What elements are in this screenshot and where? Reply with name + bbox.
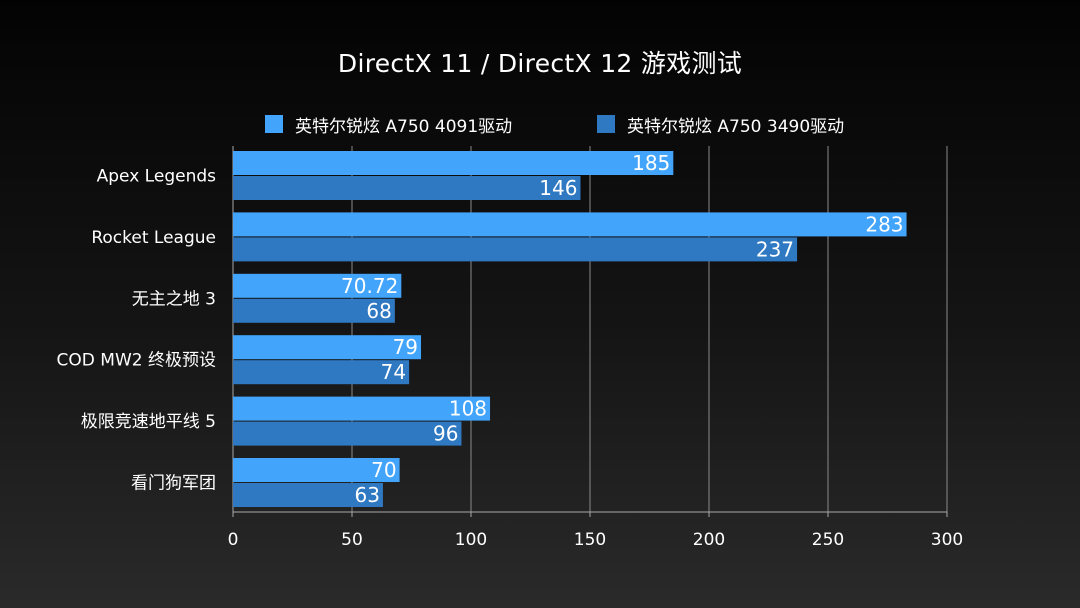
x-tick-label-100: 100 — [455, 530, 487, 550]
data-label-s2-c3: 68 — [366, 299, 391, 323]
data-label-s1-c6: 70 — [371, 458, 396, 482]
bar-s1-c6 — [233, 458, 400, 482]
data-label-s2-c5: 96 — [433, 422, 458, 446]
data-label-s1-c5: 108 — [449, 397, 487, 421]
legend-swatch-4091 — [265, 115, 283, 133]
data-label-s2-c4: 74 — [381, 360, 406, 384]
data-label-s2-c6: 63 — [354, 483, 379, 507]
bar-s2-c3 — [233, 298, 395, 323]
data-label-s1-c3: 70.72 — [341, 274, 398, 298]
data-label-s1-c2: 283 — [865, 212, 903, 236]
bar-s2-c1 — [233, 176, 581, 200]
bar-s2-c4 — [233, 360, 410, 385]
x-tick-label-300: 300 — [931, 530, 963, 550]
bar-s1-c4 — [233, 335, 422, 360]
x-tick-label-200: 200 — [693, 530, 725, 550]
bar-s2-c6 — [233, 483, 383, 507]
x-tick-label-150: 150 — [574, 530, 606, 550]
legend-swatch-3490 — [597, 115, 615, 133]
data-label-s1-c1: 185 — [632, 151, 670, 175]
data-label-s2-c2: 237 — [756, 237, 794, 261]
x-tick-label-250: 250 — [812, 530, 844, 550]
bar-s1-c3 — [233, 273, 402, 298]
category-label-6: 看门狗军团 — [131, 474, 216, 494]
bar-s1-c2 — [233, 212, 907, 237]
legend-label-3490: 英特尔锐炫 A750 3490驱动 — [627, 116, 845, 137]
category-label-4: COD MW2 终极预设 — [57, 351, 216, 371]
legend-label-4091: 英特尔锐炫 A750 4091驱动 — [295, 116, 513, 137]
data-label-s1-c4: 79 — [393, 335, 418, 359]
legend-item-3490: 英特尔锐炫 A750 3490驱动 — [597, 112, 845, 137]
category-label-2: Rocket League — [91, 228, 216, 248]
chart-title: DirectX 11 / DirectX 12 游戏测试 — [337, 49, 743, 78]
category-label-5: 极限竞速地平线 5 — [81, 412, 216, 432]
x-tick-label-0: 0 — [228, 530, 239, 550]
category-label-1: Apex Legends — [97, 167, 216, 187]
x-tick-label-50: 50 — [341, 530, 363, 550]
data-label-s2-c1: 146 — [539, 176, 577, 200]
legend-item-4091: 英特尔锐炫 A750 4091驱动 — [265, 112, 513, 137]
bar-s2-c5 — [233, 421, 462, 446]
bar-s2-c2 — [233, 237, 798, 262]
bar-s1-c1 — [233, 151, 674, 175]
category-label-3: 无主之地 3 — [132, 289, 216, 309]
bar-s1-c5 — [233, 396, 491, 421]
